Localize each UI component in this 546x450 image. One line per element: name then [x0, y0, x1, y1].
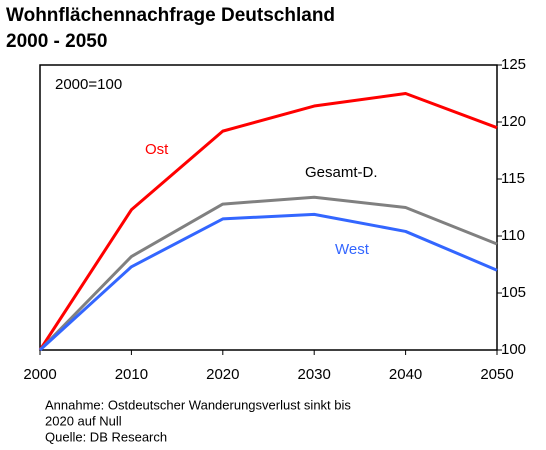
x-tick-label: 2000 [23, 366, 56, 383]
y-tick-label: 105 [501, 284, 526, 301]
series-line [38, 195, 498, 352]
chart-title: Wohnflächennachfrage Deutschland [6, 5, 335, 26]
note: 2020 auf Null [45, 413, 122, 428]
y-tick-label: 120 [501, 113, 526, 130]
y-tick-label: 115 [501, 170, 525, 187]
series-line [38, 92, 498, 351]
y-tick-label: 110 [501, 227, 525, 244]
series-label: Ost [145, 141, 169, 158]
note: Quelle: DB Research [45, 429, 167, 444]
annotation: 2000=100 [55, 76, 122, 93]
y-tick-label: 100 [501, 341, 526, 358]
series-label: West [335, 241, 370, 258]
x-tick-label: 2050 [480, 366, 513, 383]
y-tick-label: 125 [501, 56, 526, 73]
x-tick-label: 2010 [115, 366, 148, 383]
x-tick-label: 2020 [206, 366, 239, 383]
x-tick-label: 2040 [389, 366, 422, 383]
plot-frame [39, 64, 498, 351]
series-label: Gesamt-D. [305, 164, 378, 181]
x-tick-label: 2030 [298, 366, 331, 383]
note: Annahme: Ostdeutscher Wanderungsverlust … [45, 397, 351, 412]
chart-subtitle: 2000 - 2050 [6, 31, 107, 52]
series-line [38, 212, 498, 352]
